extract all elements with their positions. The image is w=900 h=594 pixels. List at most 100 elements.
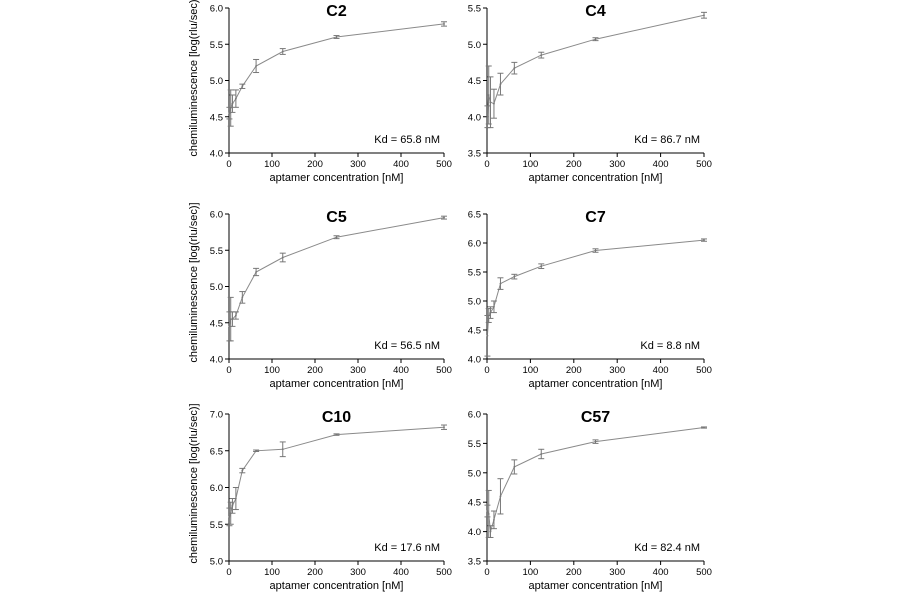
- chart-title: C7: [585, 209, 606, 226]
- data-point: [487, 314, 490, 317]
- x-axis-label: aptamer concentration [nM]: [529, 172, 663, 184]
- x-tick-label: 100: [522, 159, 538, 170]
- x-tick-label: 300: [350, 159, 366, 170]
- y-tick-label: 5.5: [468, 439, 481, 450]
- y-tick-label: 6.0: [210, 483, 223, 494]
- y-tick-label: 5.5: [210, 520, 223, 531]
- data-point: [228, 516, 231, 518]
- kd-annotation: Kd = 8.8 nM: [640, 340, 700, 352]
- data-point: [493, 305, 495, 308]
- series-line: [486, 239, 705, 336]
- y-tick-label: 4.0: [468, 527, 481, 538]
- y-tick-label: 4.5: [210, 318, 223, 329]
- kd-annotation: Kd = 65.8 nM: [374, 134, 440, 146]
- chart-title: C4: [585, 3, 606, 20]
- chart-panel-c7: 4.0 4.5 5.0 5.5 6.0 6.5 0 100 200 300 400 500 aptame…: [468, 209, 712, 390]
- data-point: [489, 101, 492, 104]
- y-tick-label: 3.5: [468, 557, 481, 568]
- y-tick-label: 4.5: [468, 498, 481, 509]
- data-point: [594, 38, 597, 41]
- data-point: [499, 83, 502, 86]
- y-tick-label: 4.5: [468, 76, 481, 87]
- data-point: [499, 495, 502, 498]
- data-point: [231, 102, 234, 105]
- chart-panel-c57: 3.5 4.0 4.5 5.0 5.5 6.0 0 100 200 300 400 500 aptame…: [468, 409, 712, 592]
- x-tick-label: 0: [226, 365, 231, 376]
- x-tick-label: 0: [484, 365, 489, 376]
- y-tick-label: 5.0: [210, 557, 223, 568]
- x-tick-label: 400: [653, 159, 669, 170]
- y-axis-label: chemiluminescence [log(rlu/sec)]: [188, 0, 200, 157]
- y-tick-label: 3.5: [468, 149, 481, 160]
- x-tick-label: 200: [566, 159, 582, 170]
- data-point: [594, 249, 597, 252]
- x-tick-label: 500: [696, 365, 712, 376]
- x-tick-label: 500: [436, 365, 452, 376]
- data-point: [234, 97, 237, 100]
- x-axis-label: aptamer concentration [nM]: [270, 378, 404, 390]
- chart-panel-c2: 4.0 4.5 5.0 5.5 6.0 0 100 200 300 400 500 aptamer c…: [188, 0, 452, 184]
- y-tick-label: 6.0: [210, 4, 223, 15]
- x-tick-label: 100: [264, 567, 280, 578]
- data-point: [493, 102, 495, 105]
- x-tick-label: 400: [653, 365, 669, 376]
- data-point: [486, 115, 489, 118]
- data-point: [513, 67, 516, 70]
- data-point: [281, 448, 284, 451]
- data-point: [540, 265, 543, 268]
- chart-panel-c5: 4.0 4.5 5.0 5.5 6.0 0 100 200 300 400 500 aptamer c…: [188, 202, 452, 390]
- x-tick-label: 400: [653, 567, 669, 578]
- y-tick-label: 6.5: [210, 446, 223, 457]
- y-tick-label: 5.5: [468, 4, 481, 15]
- y-tick-label: 6.5: [468, 210, 481, 221]
- chart-title: C57: [581, 409, 610, 426]
- x-axis-label: aptamer concentration [nM]: [270, 172, 404, 184]
- data-point: [229, 107, 232, 109]
- y-tick-label: 4.0: [468, 112, 481, 123]
- y-tick-label: 4.0: [210, 149, 223, 160]
- data-point: [703, 14, 705, 17]
- x-tick-label: 300: [609, 365, 625, 376]
- x-tick-label: 0: [226, 567, 231, 578]
- data-point: [513, 275, 516, 278]
- x-tick-label: 400: [393, 365, 409, 376]
- y-axis-label: chemiluminescence [log(rlu/sec)]: [188, 403, 200, 563]
- data-point: [335, 433, 338, 436]
- x-tick-label: 200: [307, 159, 323, 170]
- x-tick-label: 500: [696, 159, 712, 170]
- y-tick-label: 6.0: [468, 410, 481, 421]
- data-point: [443, 23, 445, 25]
- x-tick-label: 400: [393, 567, 409, 578]
- data-point: [486, 510, 489, 512]
- x-tick-label: 300: [350, 567, 366, 578]
- chart-title: C5: [326, 209, 347, 226]
- data-point: [493, 518, 495, 521]
- x-tick-label: 300: [609, 159, 625, 170]
- y-tick-label: 6.0: [210, 210, 223, 221]
- x-tick-label: 0: [226, 159, 231, 170]
- data-point: [489, 530, 492, 533]
- x-axis-label: aptamer concentration [nM]: [529, 580, 663, 592]
- x-tick-label: 500: [436, 567, 452, 578]
- y-tick-label: 4.5: [210, 112, 223, 123]
- kd-annotation: Kd = 17.6 nM: [374, 542, 440, 554]
- y-tick-label: 5.0: [468, 297, 481, 308]
- y-tick-label: 7.0: [210, 410, 223, 421]
- data-point: [241, 85, 244, 88]
- data-point: [487, 94, 490, 96]
- x-tick-label: 100: [522, 365, 538, 376]
- data-point: [513, 466, 516, 468]
- y-axis-label: chemiluminescence [log(rlu/sec)]: [188, 202, 200, 362]
- data-point: [281, 256, 284, 259]
- data-point: [443, 426, 445, 429]
- y-tick-label: 4.0: [210, 355, 223, 366]
- x-tick-label: 0: [484, 567, 489, 578]
- data-point: [443, 216, 445, 219]
- y-tick-label: 4.5: [468, 326, 481, 337]
- data-point: [540, 453, 543, 455]
- series-line: [228, 217, 445, 327]
- x-tick-label: 100: [522, 567, 538, 578]
- data-point: [487, 513, 490, 515]
- data-point: [281, 50, 284, 53]
- y-tick-label: 5.5: [210, 40, 223, 51]
